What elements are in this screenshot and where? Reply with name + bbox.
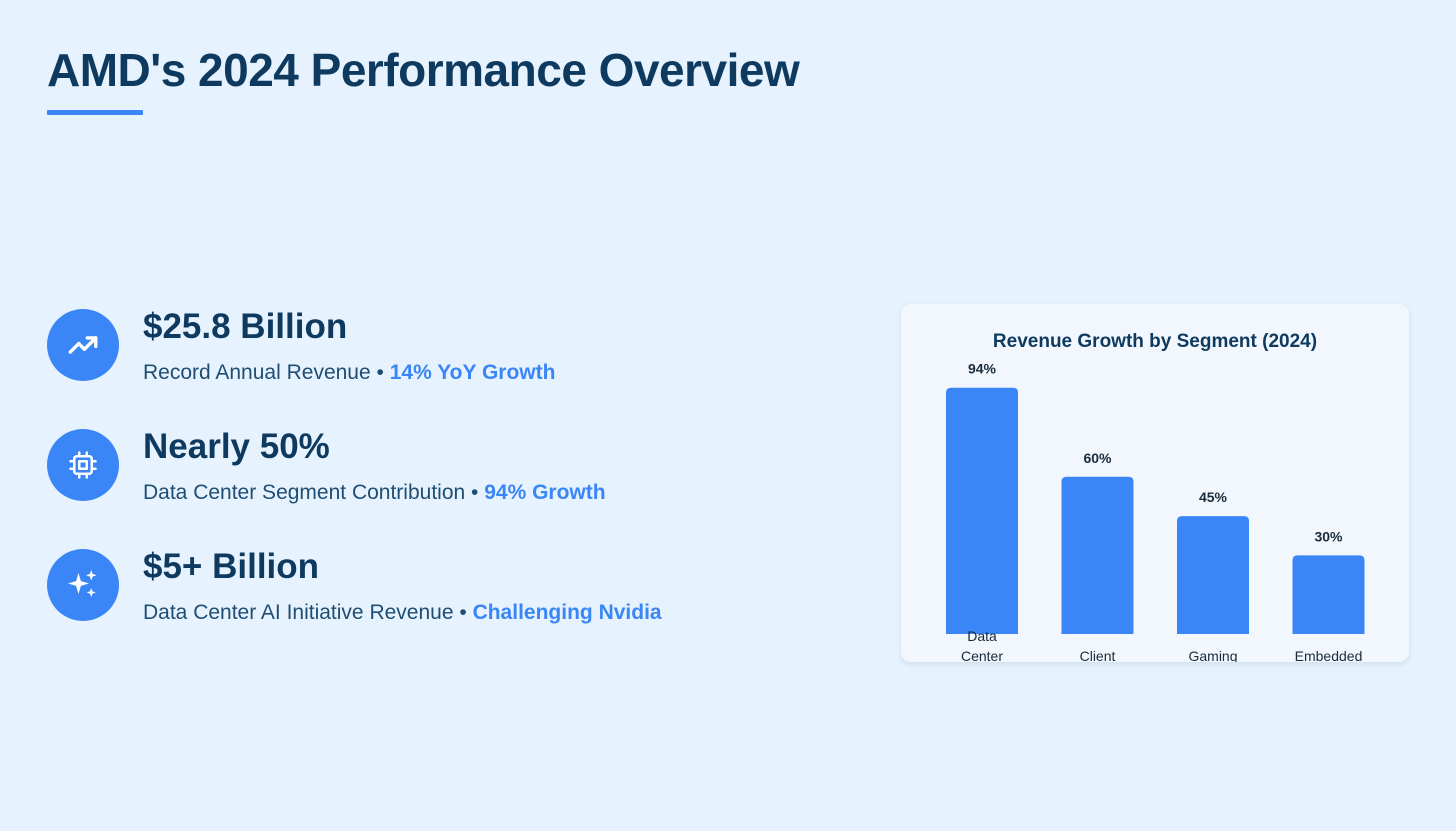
stat-item-data-center: Nearly 50% Data Center Segment Contribut…: [47, 427, 827, 509]
chart-title: Revenue Growth by Segment (2024): [992, 331, 1318, 352]
bar-value-label: 60%: [1083, 450, 1112, 466]
category-label: Gaming: [1188, 648, 1237, 662]
chart-card: Revenue Growth by Segment (2024) 94% Data…: [901, 304, 1409, 662]
category-label: Embedded: [1295, 648, 1363, 662]
bar-value-label: 94%: [968, 361, 997, 377]
stat-description-line: Data Center AI Initiative Revenue • Chal…: [143, 599, 662, 627]
bar-value-label: 45%: [1199, 489, 1228, 505]
category-label: Data: [967, 628, 997, 644]
stat-description-line: Record Annual Revenue • 14% YoY Growth: [143, 359, 555, 387]
stat-highlight: 94% Growth: [484, 481, 606, 504]
stat-highlight: 14% YoY Growth: [389, 361, 556, 384]
category-label: Client: [1080, 648, 1116, 662]
stat-description: Record Annual Revenue: [143, 361, 371, 384]
category-label: Center: [961, 648, 1003, 662]
stat-separator: •: [471, 481, 479, 504]
stat-highlight: Challenging Nvidia: [472, 601, 662, 624]
title-underline: [47, 110, 143, 115]
stat-value: Nearly 50%: [143, 427, 330, 466]
stat-separator: •: [459, 601, 467, 624]
stat-value: $5+ Billion: [143, 547, 320, 586]
bar-embedded: [1292, 555, 1365, 634]
bar-value-label: 30%: [1314, 528, 1343, 544]
stat-item-revenue: $25.8 Billion Record Annual Revenue • 14…: [47, 307, 827, 389]
bar-gaming: [1177, 516, 1249, 634]
stat-separator: •: [376, 361, 384, 384]
stat-description: Data Center AI Initiative Revenue: [143, 601, 454, 624]
cpu-chip-icon: [47, 429, 119, 501]
stat-description: Data Center Segment Contribution: [143, 481, 466, 504]
stat-value: $25.8 Billion: [143, 307, 348, 346]
stat-item-ai-initiative: $5+ Billion Data Center AI Initiative Re…: [47, 547, 827, 629]
page-title: AMD's 2024 Performance Overview: [47, 44, 800, 96]
revenue-growth-bar-chart: 94% Data Center 60% Client 45% Gaming 30% Embedd…: [946, 361, 1365, 662]
bar-client: [1061, 476, 1134, 634]
trending-up-icon: [47, 309, 119, 381]
bar-data-center: [946, 387, 1018, 634]
stat-description-line: Data Center Segment Contribution • 94% G…: [143, 479, 606, 507]
sparkles-icon: [47, 549, 119, 621]
